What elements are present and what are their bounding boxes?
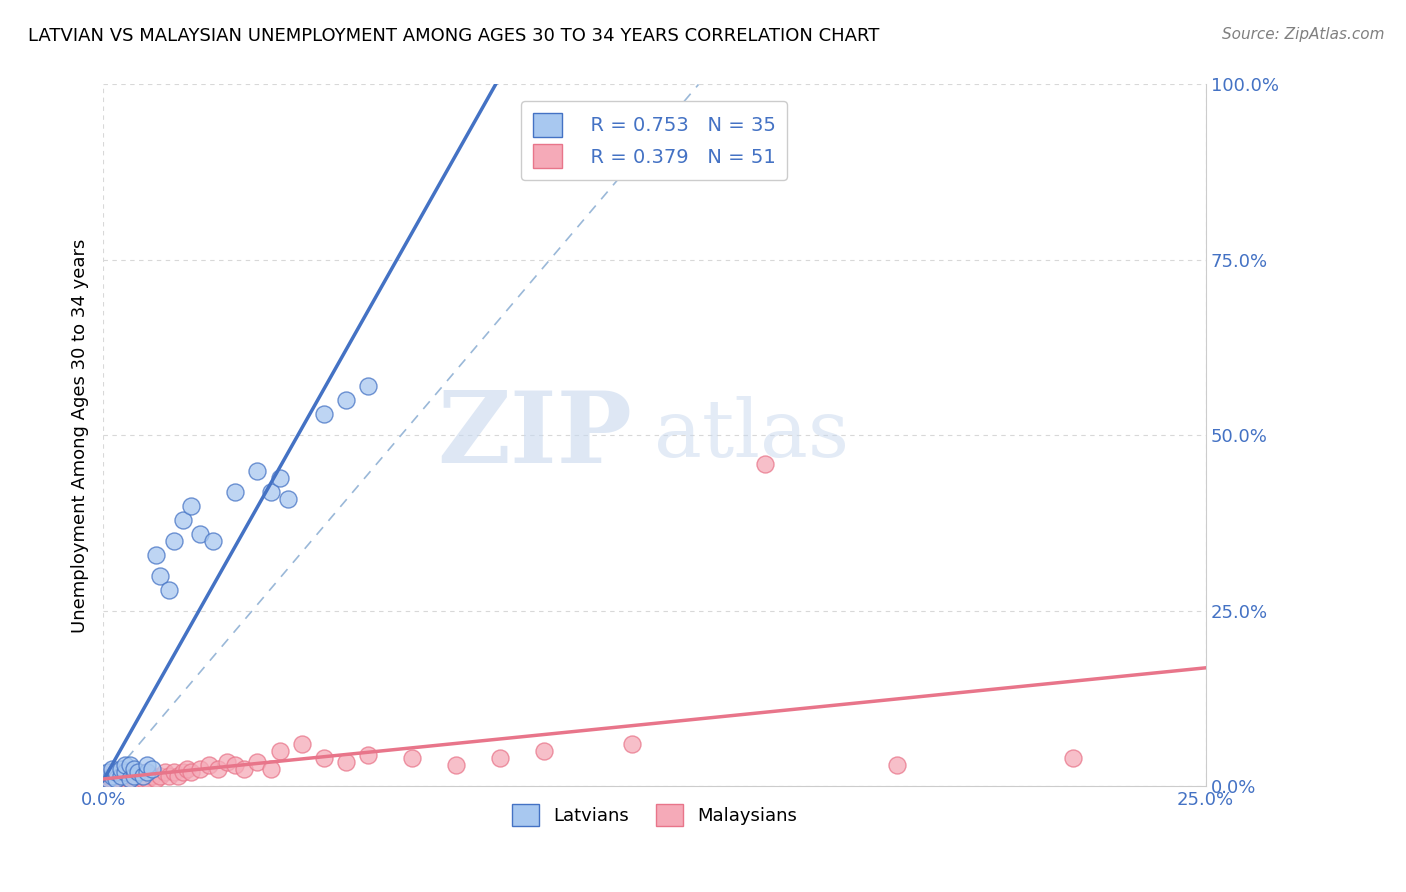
Point: [157, 582, 180, 597]
Point: [444, 758, 467, 772]
Point: [163, 533, 186, 548]
Point: [96, 769, 118, 783]
Point: [132, 772, 155, 787]
Point: [1062, 751, 1084, 765]
Point: [110, 772, 132, 787]
Point: [145, 548, 167, 562]
Point: [118, 772, 141, 787]
Text: LATVIAN VS MALAYSIAN UNEMPLOYMENT AMONG AGES 30 TO 34 YEARS CORRELATION CHART: LATVIAN VS MALAYSIAN UNEMPLOYMENT AMONG …: [28, 27, 880, 45]
Point: [188, 526, 211, 541]
Text: Source: ZipAtlas.com: Source: ZipAtlas.com: [1222, 27, 1385, 42]
Point: [127, 765, 149, 780]
Point: [335, 393, 357, 408]
Point: [96, 772, 118, 787]
Point: [96, 772, 118, 787]
Point: [357, 747, 380, 762]
Point: [167, 769, 190, 783]
Point: [886, 758, 908, 772]
Point: [141, 769, 163, 783]
Point: [132, 769, 155, 783]
Point: [114, 765, 136, 780]
Point: [127, 765, 149, 780]
Point: [110, 762, 132, 776]
Point: [114, 772, 136, 787]
Point: [290, 737, 312, 751]
Point: [105, 772, 128, 787]
Point: [621, 737, 644, 751]
Point: [180, 499, 202, 513]
Point: [312, 408, 335, 422]
Point: [224, 484, 246, 499]
Y-axis label: Unemployment Among Ages 30 to 34 years: Unemployment Among Ages 30 to 34 years: [72, 238, 89, 632]
Point: [198, 758, 221, 772]
Point: [172, 513, 194, 527]
Point: [312, 751, 335, 765]
Point: [489, 751, 512, 765]
Point: [105, 772, 128, 787]
Point: [136, 765, 159, 780]
Point: [132, 769, 155, 783]
Point: [233, 762, 256, 776]
Point: [260, 484, 283, 499]
Point: [114, 758, 136, 772]
Point: [269, 744, 291, 758]
Point: [122, 769, 145, 783]
Point: [101, 762, 124, 776]
Point: [136, 758, 159, 772]
Point: [110, 769, 132, 783]
Point: [260, 762, 283, 776]
Point: [180, 765, 202, 780]
Point: [157, 769, 180, 783]
Point: [114, 769, 136, 783]
Point: [172, 765, 194, 780]
Text: ZIP: ZIP: [437, 387, 633, 484]
Point: [110, 765, 132, 780]
Point: [96, 765, 118, 780]
Point: [118, 765, 141, 780]
Point: [153, 765, 176, 780]
Point: [215, 755, 238, 769]
Point: [149, 769, 172, 783]
Point: [149, 569, 172, 583]
Point: [127, 772, 149, 787]
Point: [202, 533, 225, 548]
Point: [122, 769, 145, 783]
Point: [118, 772, 141, 787]
Point: [224, 758, 246, 772]
Point: [163, 765, 186, 780]
Point: [101, 769, 124, 783]
Point: [246, 464, 269, 478]
Point: [136, 772, 159, 787]
Point: [754, 457, 776, 471]
Point: [357, 379, 380, 393]
Point: [269, 470, 291, 484]
Legend: Latvians, Malaysians: Latvians, Malaysians: [505, 797, 804, 834]
Point: [105, 765, 128, 780]
Point: [145, 772, 167, 787]
Point: [136, 765, 159, 780]
Point: [335, 755, 357, 769]
Point: [101, 772, 124, 787]
Point: [401, 751, 423, 765]
Point: [176, 762, 198, 776]
Point: [277, 491, 299, 506]
Point: [188, 762, 211, 776]
Point: [246, 755, 269, 769]
Point: [141, 762, 163, 776]
Point: [207, 762, 229, 776]
Point: [101, 765, 124, 780]
Point: [533, 744, 555, 758]
Point: [122, 772, 145, 787]
Point: [122, 762, 145, 776]
Point: [105, 769, 128, 783]
Point: [118, 758, 141, 772]
Text: atlas: atlas: [654, 396, 849, 475]
